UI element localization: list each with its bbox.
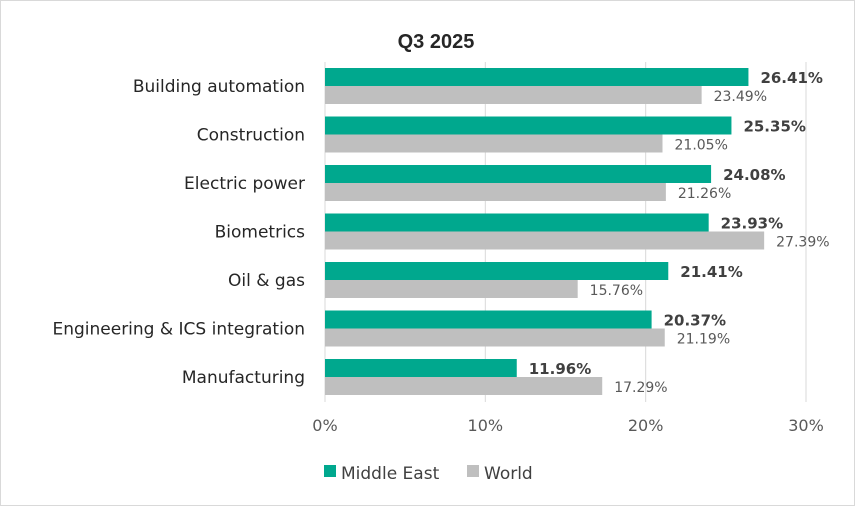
legend-swatch bbox=[467, 465, 479, 477]
data-label-middle-east: 20.37% bbox=[664, 312, 726, 330]
data-label-world: 21.05% bbox=[675, 138, 728, 154]
category-label: Manufacturing bbox=[182, 368, 305, 388]
category-label: Building automation bbox=[133, 77, 305, 97]
bar-middle-east bbox=[325, 213, 709, 232]
category-label: Oil & gas bbox=[228, 271, 305, 291]
data-label-world: 15.76% bbox=[590, 283, 643, 299]
data-label-world: 17.29% bbox=[614, 380, 667, 396]
data-label-world: 21.26% bbox=[678, 186, 731, 202]
category-label: Engineering & ICS integration bbox=[52, 320, 305, 340]
data-label-middle-east: 11.96% bbox=[529, 360, 591, 378]
category-label: Construction bbox=[197, 126, 305, 146]
bar-world bbox=[325, 183, 666, 201]
data-label-middle-east: 23.93% bbox=[721, 215, 783, 233]
category-label: Electric power bbox=[184, 174, 305, 194]
bar-world bbox=[325, 328, 665, 347]
bar-world bbox=[325, 86, 702, 104]
data-label-middle-east: 24.08% bbox=[723, 166, 785, 184]
category-labels: Building automation Construction Electric … bbox=[52, 77, 305, 388]
legend-label: World bbox=[484, 464, 533, 484]
bar-middle-east bbox=[325, 262, 669, 280]
category-label: Biometrics bbox=[215, 223, 306, 243]
data-label-middle-east: 26.41% bbox=[760, 69, 822, 87]
x-tick-labels: 0% 10% 20% 30% bbox=[312, 416, 823, 435]
x-tick-label: 0% bbox=[312, 416, 337, 435]
data-label-world: 21.19% bbox=[677, 332, 730, 348]
bar-middle-east bbox=[325, 116, 732, 135]
chart-title: Q3 2025 bbox=[398, 31, 475, 53]
data-label-middle-east: 21.41% bbox=[680, 263, 742, 281]
bar-world bbox=[325, 280, 578, 298]
bar-middle-east bbox=[325, 165, 712, 183]
bar-world bbox=[325, 377, 603, 395]
data-label-world: 23.49% bbox=[714, 89, 767, 105]
bars: 26.41% 23.49% 25.35% 21.05% 24.08% 21.26% 23.9… bbox=[325, 68, 830, 396]
x-tick-label: 30% bbox=[788, 416, 824, 435]
bar-middle-east bbox=[325, 359, 517, 377]
legend: Middle East World bbox=[324, 464, 533, 484]
legend-swatch bbox=[324, 465, 336, 477]
bar-middle-east bbox=[325, 68, 749, 86]
data-label-middle-east: 25.35% bbox=[743, 118, 805, 136]
data-label-world: 27.39% bbox=[776, 235, 829, 251]
bar-middle-east bbox=[325, 310, 652, 329]
x-tick-label: 20% bbox=[628, 416, 664, 435]
legend-label: Middle East bbox=[341, 464, 440, 484]
bar-world bbox=[325, 231, 765, 250]
x-tick-label: 10% bbox=[468, 416, 504, 435]
bar-world bbox=[325, 134, 663, 153]
